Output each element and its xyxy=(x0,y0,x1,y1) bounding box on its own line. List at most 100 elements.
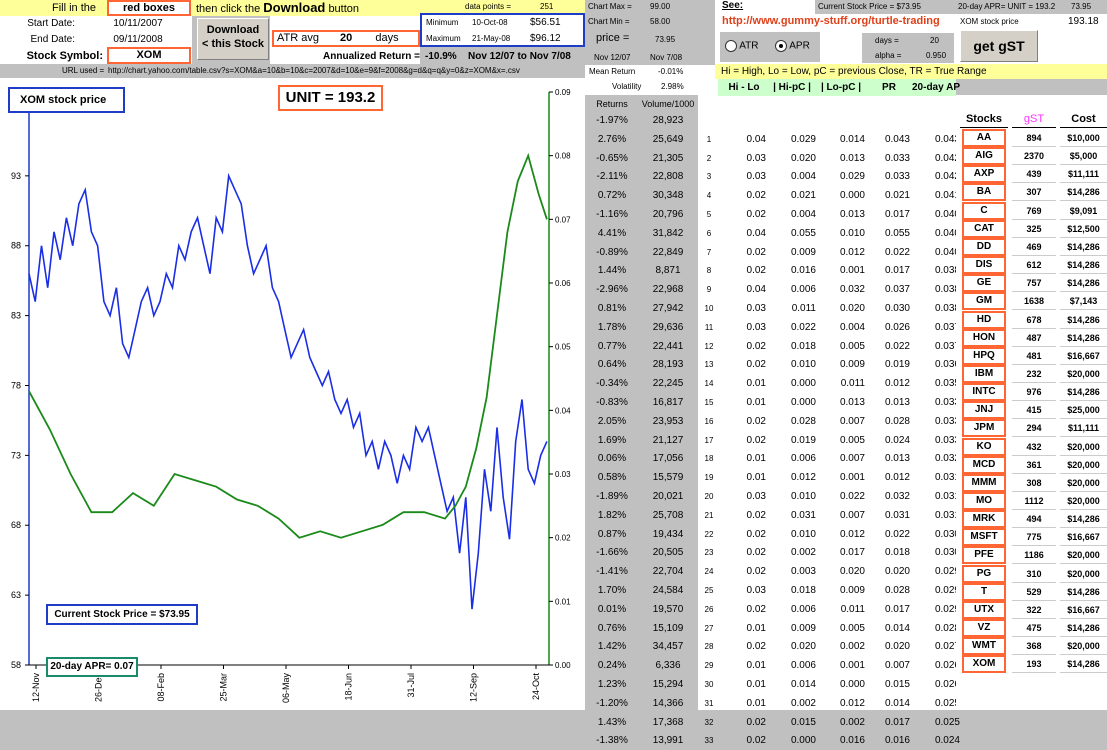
table-cell xyxy=(868,112,910,130)
table-cell: 0.010 xyxy=(790,491,816,502)
gst-stock-symbol[interactable]: MO xyxy=(962,492,1006,510)
legend-line: Hi = High, Lo = Low, pC = previous Close… xyxy=(715,64,1107,79)
gst-value: 475 xyxy=(1012,619,1056,638)
gst-value: 769 xyxy=(1012,202,1056,220)
table-cell: 0.006 xyxy=(790,284,816,296)
data-points-value: 251 xyxy=(540,2,554,11)
gst-stock-symbol[interactable]: DIS xyxy=(962,256,1006,275)
gst-stock-symbol[interactable]: MSFT xyxy=(962,528,1006,547)
table-cell: 0.036 xyxy=(934,359,960,371)
gst-stock-symbol[interactable]: GE xyxy=(962,274,1006,293)
gst-cost: $14,286 xyxy=(1060,329,1107,347)
table-cell: 34,457 xyxy=(652,641,684,653)
gst-cost-header: Cost xyxy=(1060,111,1107,128)
gst-cost: $14,286 xyxy=(1060,583,1107,601)
atr-avg-box[interactable]: ATR avg 20 days xyxy=(272,30,420,47)
gst-stock-symbol[interactable]: AA xyxy=(962,129,1006,147)
table-cell: 6,336 xyxy=(655,660,681,672)
see-url-link[interactable]: http://www.gummy-stuff.org/turtle-tradin… xyxy=(722,15,940,27)
gst-stock-symbol[interactable]: XOM xyxy=(962,655,1006,674)
stock-symbol-label: Stock Symbol: xyxy=(26,50,103,62)
table-cell: 0.02 xyxy=(746,716,766,728)
table-cell: 0.02 xyxy=(746,528,766,540)
gst-cost: $9,091 xyxy=(1060,202,1107,220)
start-date-value[interactable]: 10/11/2007 xyxy=(113,18,163,29)
gst-stock-symbol[interactable]: KO xyxy=(962,437,1006,456)
table-cell: 0.037 xyxy=(884,284,910,296)
red-boxes-label: red boxes xyxy=(107,0,191,16)
gst-stock-symbol[interactable]: BA xyxy=(962,183,1006,202)
table-cell: -1.66% xyxy=(596,547,628,559)
volatility-label: Volatility xyxy=(612,82,642,91)
gst-stock-symbol[interactable]: MMM xyxy=(962,473,1006,492)
table-cell: 0.043 xyxy=(934,133,960,145)
see-label: See: xyxy=(722,0,744,11)
table-cell: 4 xyxy=(706,191,712,201)
gst-value: 310 xyxy=(1012,565,1056,583)
gst-value: 529 xyxy=(1012,583,1056,601)
gst-stock-symbol[interactable]: T xyxy=(962,582,1006,601)
pr-header: PR xyxy=(882,82,896,93)
table-cell: 0.022 xyxy=(884,528,910,540)
table-cell: 0.03 xyxy=(746,321,766,333)
gst-stock-symbol[interactable]: HD xyxy=(962,310,1006,329)
gst-stock-symbol[interactable]: JNJ xyxy=(962,401,1006,420)
table-cell: 0.77% xyxy=(597,340,627,352)
table-cell: 1.43% xyxy=(597,716,627,728)
atr-avg-value: 20 xyxy=(340,32,353,44)
radio-atr[interactable]: ATR xyxy=(725,40,759,52)
gst-cost: $11,111 xyxy=(1060,165,1107,184)
end-date-value[interactable]: 09/11/2008 xyxy=(113,34,163,45)
table-cell: 0.019 xyxy=(790,434,816,446)
gst-stock-symbol[interactable]: JPM xyxy=(962,419,1006,438)
gst-stock-symbol[interactable]: INTC xyxy=(962,383,1006,402)
gst-stock-symbol[interactable]: PG xyxy=(962,564,1006,583)
xom-stock-price-value: 193.18 xyxy=(1068,16,1099,27)
stock-symbol-input[interactable]: XOM xyxy=(107,47,191,64)
gst-stock-symbol[interactable]: HON xyxy=(962,328,1006,347)
annualized-value: -10.9% xyxy=(425,51,457,62)
gst-stock-symbol[interactable]: GM xyxy=(962,292,1006,311)
table-cell: 30,348 xyxy=(652,190,684,202)
gst-stock-symbol[interactable]: MRK xyxy=(962,510,1006,529)
table-cell: 0.040 xyxy=(934,246,960,258)
gst-stock-symbol[interactable]: MCD xyxy=(962,455,1006,474)
table-cell: 0.000 xyxy=(839,679,865,690)
gst-value: 976 xyxy=(1012,383,1056,402)
table-cell: 0.87% xyxy=(597,528,627,540)
gst-stock-symbol[interactable]: C xyxy=(962,201,1006,220)
gst-stock-symbol[interactable]: UTX xyxy=(962,600,1006,619)
table-cell: 0.000 xyxy=(839,190,865,202)
table-cell: 27,942 xyxy=(652,303,684,314)
table-cell xyxy=(817,112,865,130)
table-cell: 1.42% xyxy=(597,641,627,653)
gst-cost: $20,000 xyxy=(1060,546,1107,565)
table-cell: 22,849 xyxy=(652,246,684,258)
radio-apr[interactable]: APR xyxy=(775,40,810,52)
table-cell: 0.009 xyxy=(839,585,865,596)
gst-stock-symbol[interactable]: AIG xyxy=(962,147,1006,166)
unit-box: UNIT = 193.2 xyxy=(278,85,383,111)
gst-stock-symbol[interactable]: DD xyxy=(962,237,1006,256)
download-stock-button[interactable]: Download < this Stock xyxy=(197,18,269,60)
table-cell: 24,584 xyxy=(652,585,684,596)
gst-stock-symbol[interactable]: IBM xyxy=(962,364,1006,383)
table-cell: 0.017 xyxy=(839,547,865,559)
gst-stock-symbol[interactable]: AXP xyxy=(962,165,1006,184)
gst-stock-symbol[interactable]: WMT xyxy=(962,637,1006,656)
table-cell: 21,305 xyxy=(652,152,684,164)
table-cell: 2.05% xyxy=(597,415,627,427)
gst-stock-symbol[interactable]: PFE xyxy=(962,546,1006,565)
radio-atr-label: ATR xyxy=(739,40,759,52)
table-cell: 20,505 xyxy=(652,547,684,559)
gst-stock-symbol[interactable]: VZ xyxy=(962,619,1006,638)
table-cell: 0.005 xyxy=(839,434,865,446)
table-cell: 0.037 xyxy=(934,321,960,333)
get-gst-button[interactable]: get gST xyxy=(960,30,1038,62)
gst-stock-symbol[interactable]: CAT xyxy=(962,219,1006,238)
gst-value: 307 xyxy=(1012,183,1056,202)
chart-min-value: 58.00 xyxy=(650,17,671,26)
gst-stock-symbol[interactable]: HPQ xyxy=(962,346,1006,365)
table-cell: 0.031 xyxy=(884,509,910,521)
table-cell: 31,842 xyxy=(652,227,684,239)
